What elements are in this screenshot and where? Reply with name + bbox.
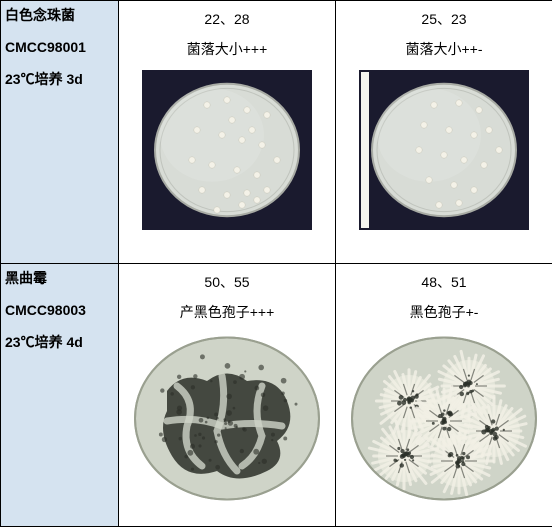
organism-name: 黑曲霉 [5, 268, 114, 288]
petri-dish-image [364, 75, 524, 225]
counts-text: 48、51 [340, 272, 548, 292]
row1-label-cell: 白色念珠菌 CMCC98001 23℃培养 3d [1, 1, 119, 264]
row1-colA: 22、28 菌落大小+++ [119, 1, 336, 264]
desc-text: 菌落大小++- [340, 39, 548, 59]
desc-text: 黑色孢子+- [340, 302, 548, 322]
culture-condition: 23℃培养 3d [5, 69, 114, 89]
culture-condition: 23℃培养 4d [5, 332, 114, 352]
photo-edge-strip [361, 72, 369, 228]
specimen-table: 白色念珠菌 CMCC98001 23℃培养 3d 22、28 菌落大小+++ 2… [0, 0, 552, 527]
desc-text: 菌落大小+++ [123, 39, 331, 59]
petri-dish-image [344, 331, 544, 506]
petri-dish-image [127, 331, 327, 506]
desc-text: 产黑色孢子+++ [123, 302, 331, 322]
counts-text: 50、55 [123, 272, 331, 292]
photo-bg [142, 70, 312, 230]
counts-text: 22、28 [123, 9, 331, 29]
organism-name: 白色念珠菌 [5, 5, 114, 25]
dish-frame [123, 328, 331, 508]
dish-frame [340, 328, 548, 508]
petri-dish-image [147, 75, 307, 225]
strain-code: CMCC98003 [5, 302, 114, 318]
dish-frame [340, 65, 548, 235]
dish-frame [123, 65, 331, 235]
counts-text: 25、23 [340, 9, 548, 29]
photo-bg [359, 70, 529, 230]
row2-label-cell: 黑曲霉 CMCC98003 23℃培养 4d [1, 264, 119, 527]
row2-colA: 50、55 产黑色孢子+++ [119, 264, 336, 527]
strain-code: CMCC98001 [5, 39, 114, 55]
row1-colB: 25、23 菌落大小++- [336, 1, 552, 264]
row2-colB: 48、51 黑色孢子+- [336, 264, 552, 527]
